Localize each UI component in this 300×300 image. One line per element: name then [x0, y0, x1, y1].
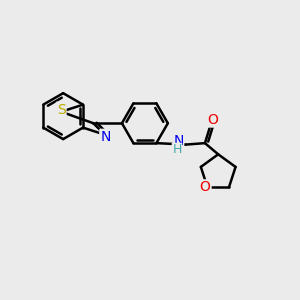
Text: H: H [172, 143, 182, 156]
Text: O: O [207, 112, 218, 127]
Text: O: O [200, 180, 211, 194]
Text: N: N [173, 134, 184, 148]
Text: N: N [100, 130, 111, 144]
Text: S: S [57, 103, 66, 117]
